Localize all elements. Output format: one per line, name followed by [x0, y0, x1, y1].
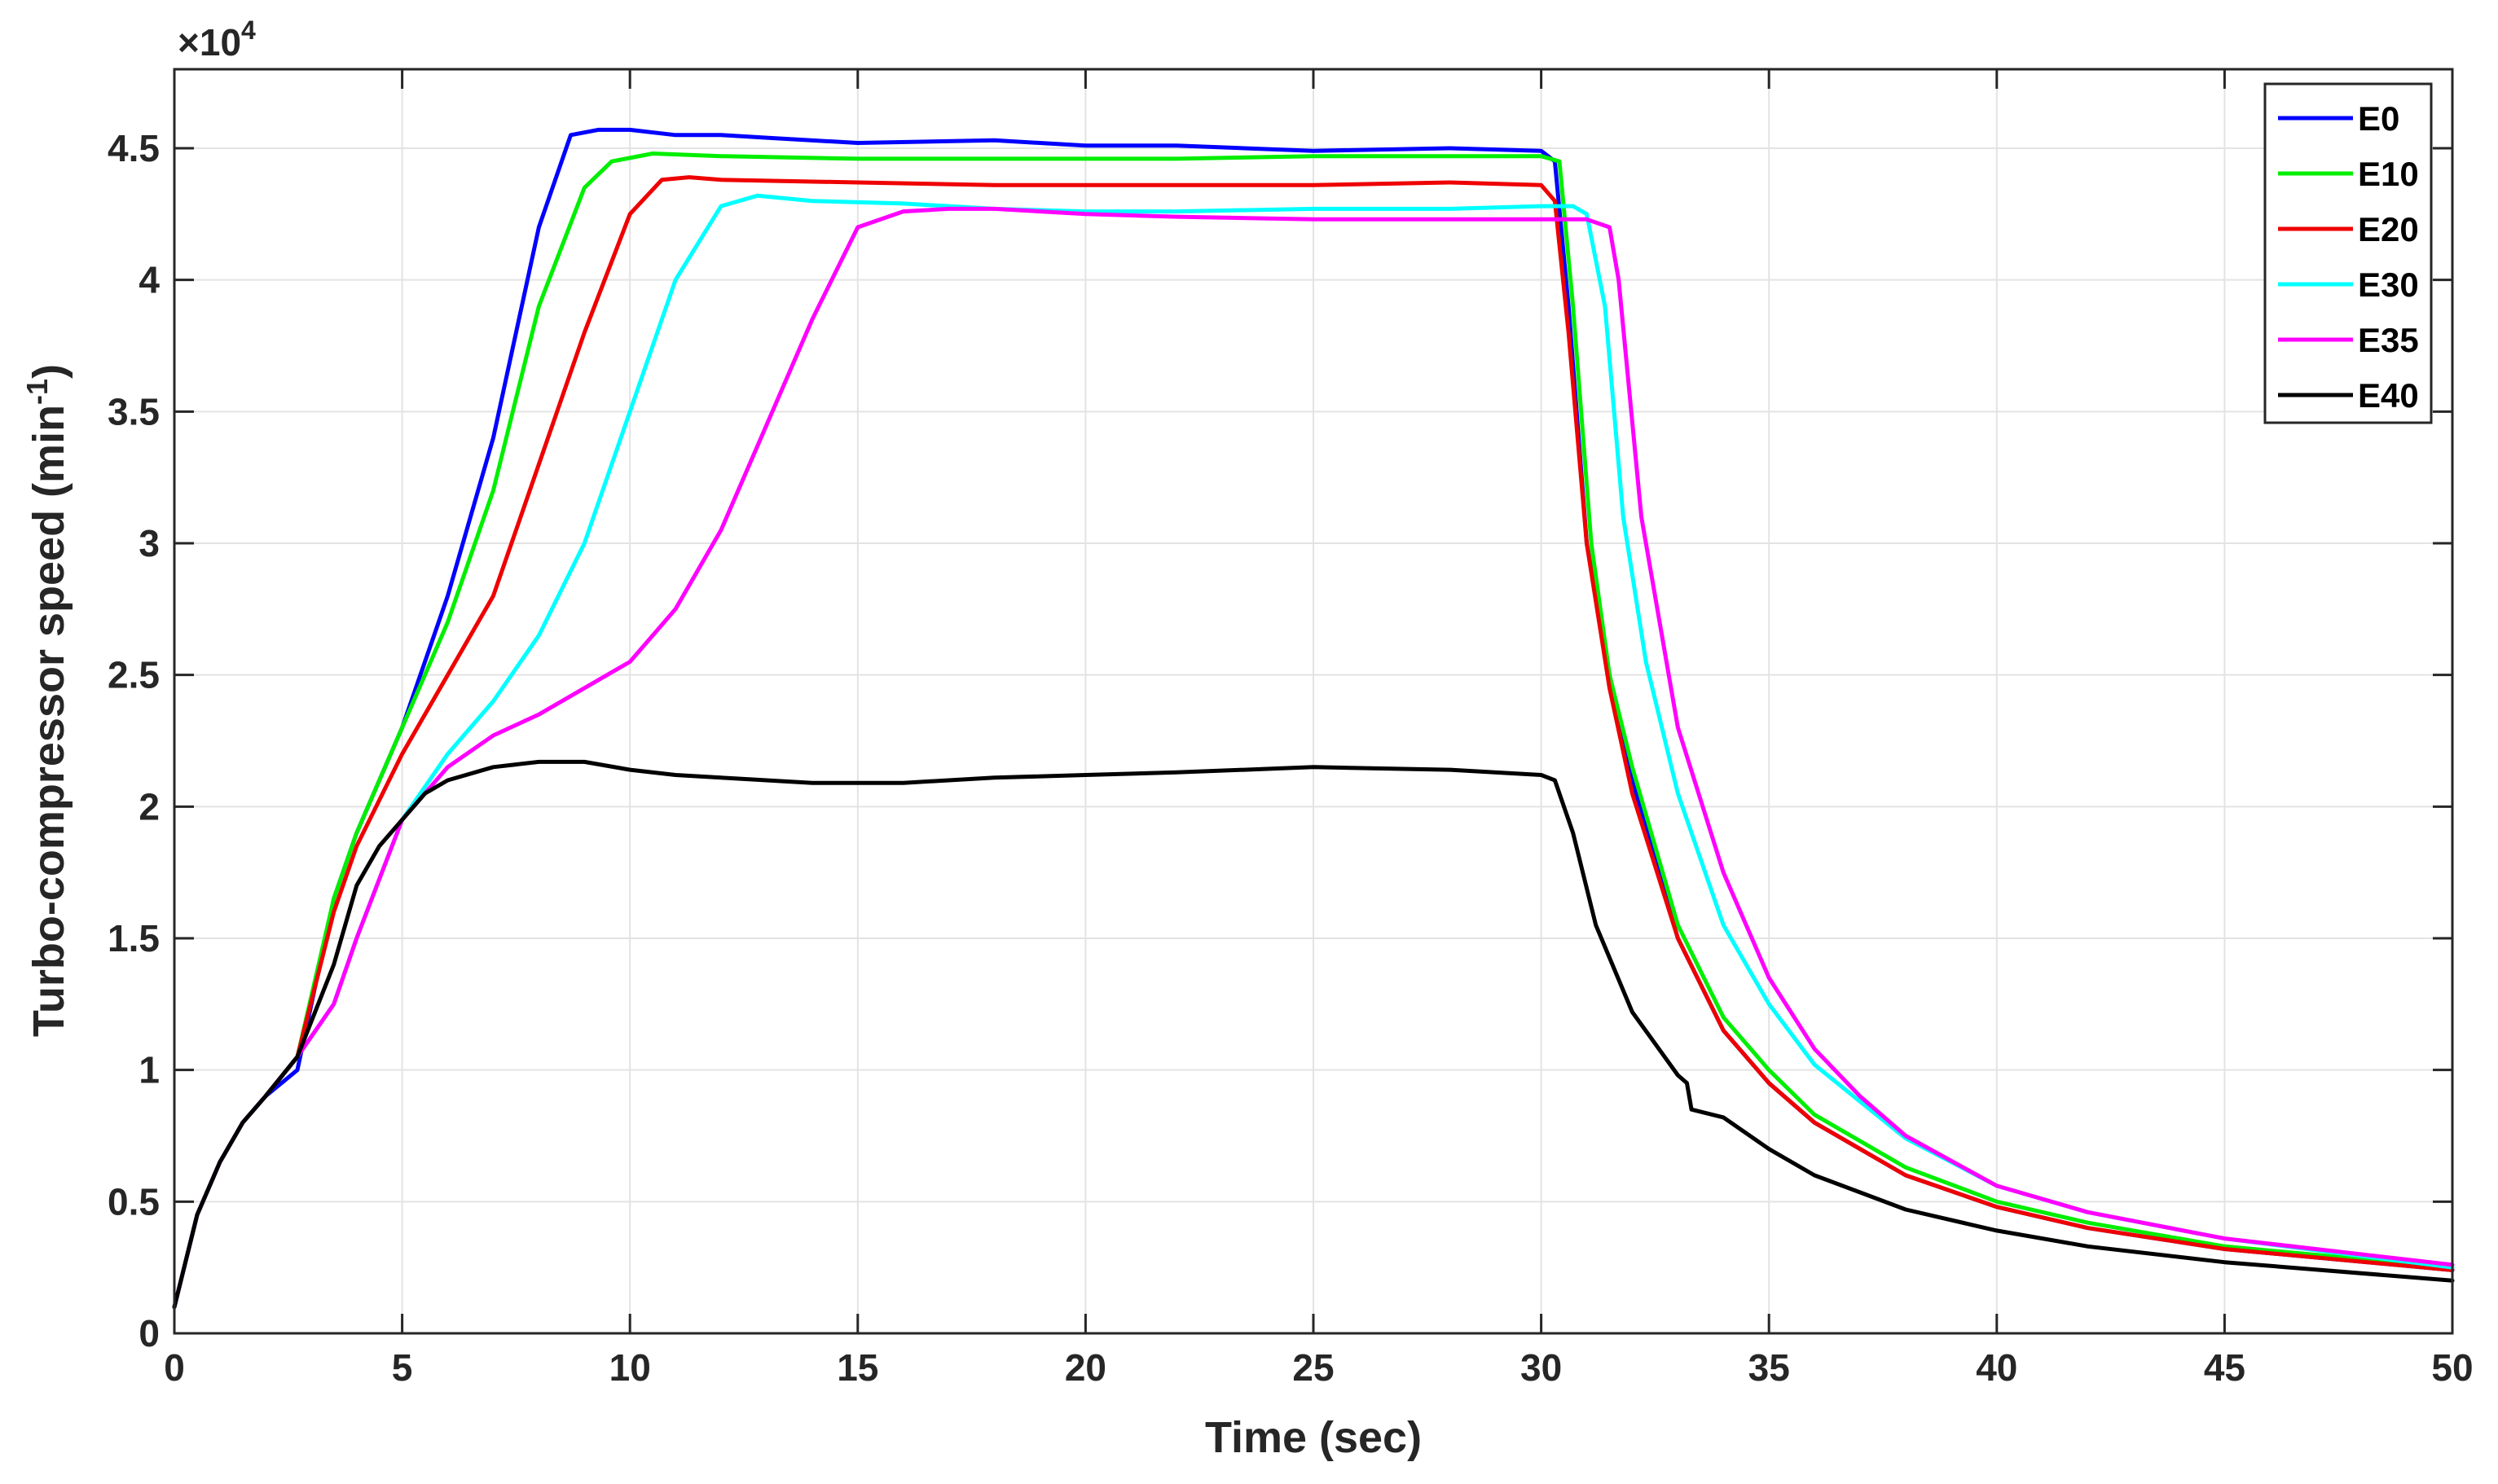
y-tick-label: 3 — [139, 522, 160, 564]
x-tick-label: 45 — [2204, 1346, 2245, 1389]
y-tick-label: 2.5 — [108, 654, 160, 696]
x-tick-label: 25 — [1292, 1346, 1334, 1389]
series-line-e20 — [172, 175, 2455, 1310]
ticks: 0 5 10 15 20 25 30 35 40 45 50 0 0.5 1 1.5 2 2.5 3 3.5 4 4.5 — [108, 69, 2474, 1389]
y-tick-label: 4.5 — [108, 127, 160, 169]
series-layer — [172, 127, 2455, 1310]
series-line-e35 — [172, 206, 2455, 1310]
x-tick-label: 5 — [392, 1346, 413, 1389]
x-tick-label: 35 — [1748, 1346, 1790, 1389]
exponent-power: 4 — [241, 15, 256, 45]
y-tick-label: 1.5 — [108, 917, 160, 959]
x-tick-label: 0 — [164, 1346, 185, 1389]
y-axis-label-superscript: -1 — [20, 379, 54, 405]
series-line-e40 — [172, 759, 2455, 1310]
legend-label-e20: E20 — [2358, 210, 2419, 248]
y-tick-label: 1 — [139, 1049, 160, 1091]
x-tick-label: 10 — [609, 1346, 651, 1389]
y-tick-label: 2 — [139, 785, 160, 828]
legend-label-e40: E40 — [2358, 376, 2419, 415]
y-tick-label: 0 — [139, 1312, 160, 1354]
legend-label-e30: E30 — [2358, 266, 2419, 304]
x-axis-label: Time (sec) — [1205, 1413, 1422, 1462]
exponent-label: ×104 — [178, 15, 256, 64]
y-tick-label: 3.5 — [108, 390, 160, 432]
legend: E0 E10 E20 E30 E35 E40 — [2263, 82, 2433, 424]
y-tick-label: 0.5 — [108, 1180, 160, 1223]
x-tick-label: 30 — [1520, 1346, 1562, 1389]
y-axis-label-close: ) — [24, 364, 73, 379]
x-tick-label: 15 — [837, 1346, 878, 1389]
legend-label-e10: E10 — [2358, 155, 2419, 193]
y-tick-label: 4 — [139, 259, 160, 301]
y-axis-label: Turbo-compressor speed (min-1) — [20, 364, 73, 1037]
x-tick-label: 40 — [1976, 1346, 2017, 1389]
series-line-e10 — [172, 151, 2455, 1310]
legend-box — [2263, 82, 2433, 424]
x-tick-label: 20 — [1065, 1346, 1106, 1389]
x-tick-label: 50 — [2431, 1346, 2473, 1389]
legend-label-e35: E35 — [2358, 321, 2419, 359]
legend-label-e0: E0 — [2358, 99, 2399, 138]
